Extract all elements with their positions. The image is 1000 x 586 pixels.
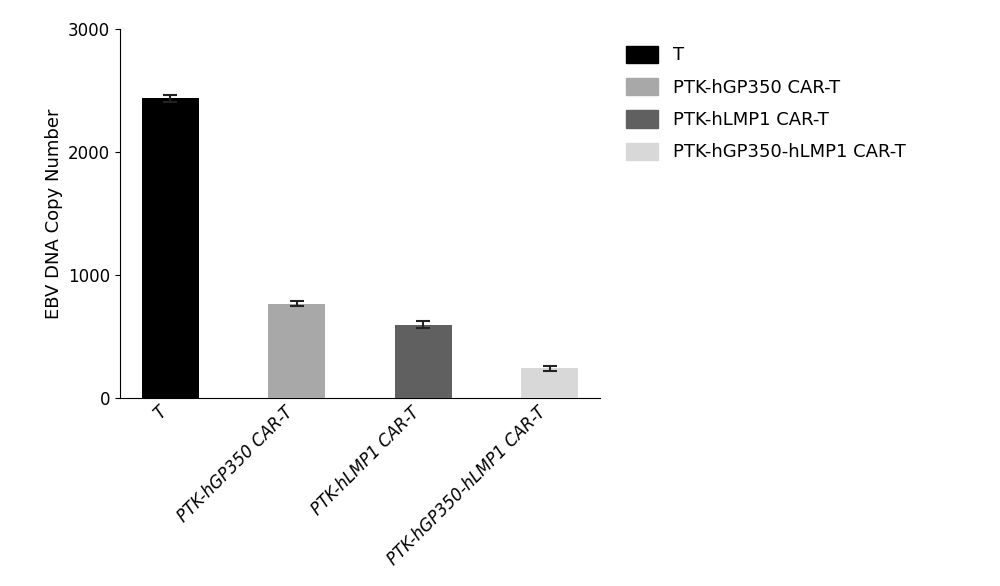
Bar xyxy=(268,304,325,398)
Bar xyxy=(521,369,578,398)
Y-axis label: EBV DNA Copy Number: EBV DNA Copy Number xyxy=(45,108,63,319)
Legend: T, PTK-hGP350 CAR-T, PTK-hLMP1 CAR-T, PTK-hGP350-hLMP1 CAR-T: T, PTK-hGP350 CAR-T, PTK-hLMP1 CAR-T, PT… xyxy=(619,38,913,169)
Bar xyxy=(142,98,199,398)
Bar xyxy=(395,325,452,398)
